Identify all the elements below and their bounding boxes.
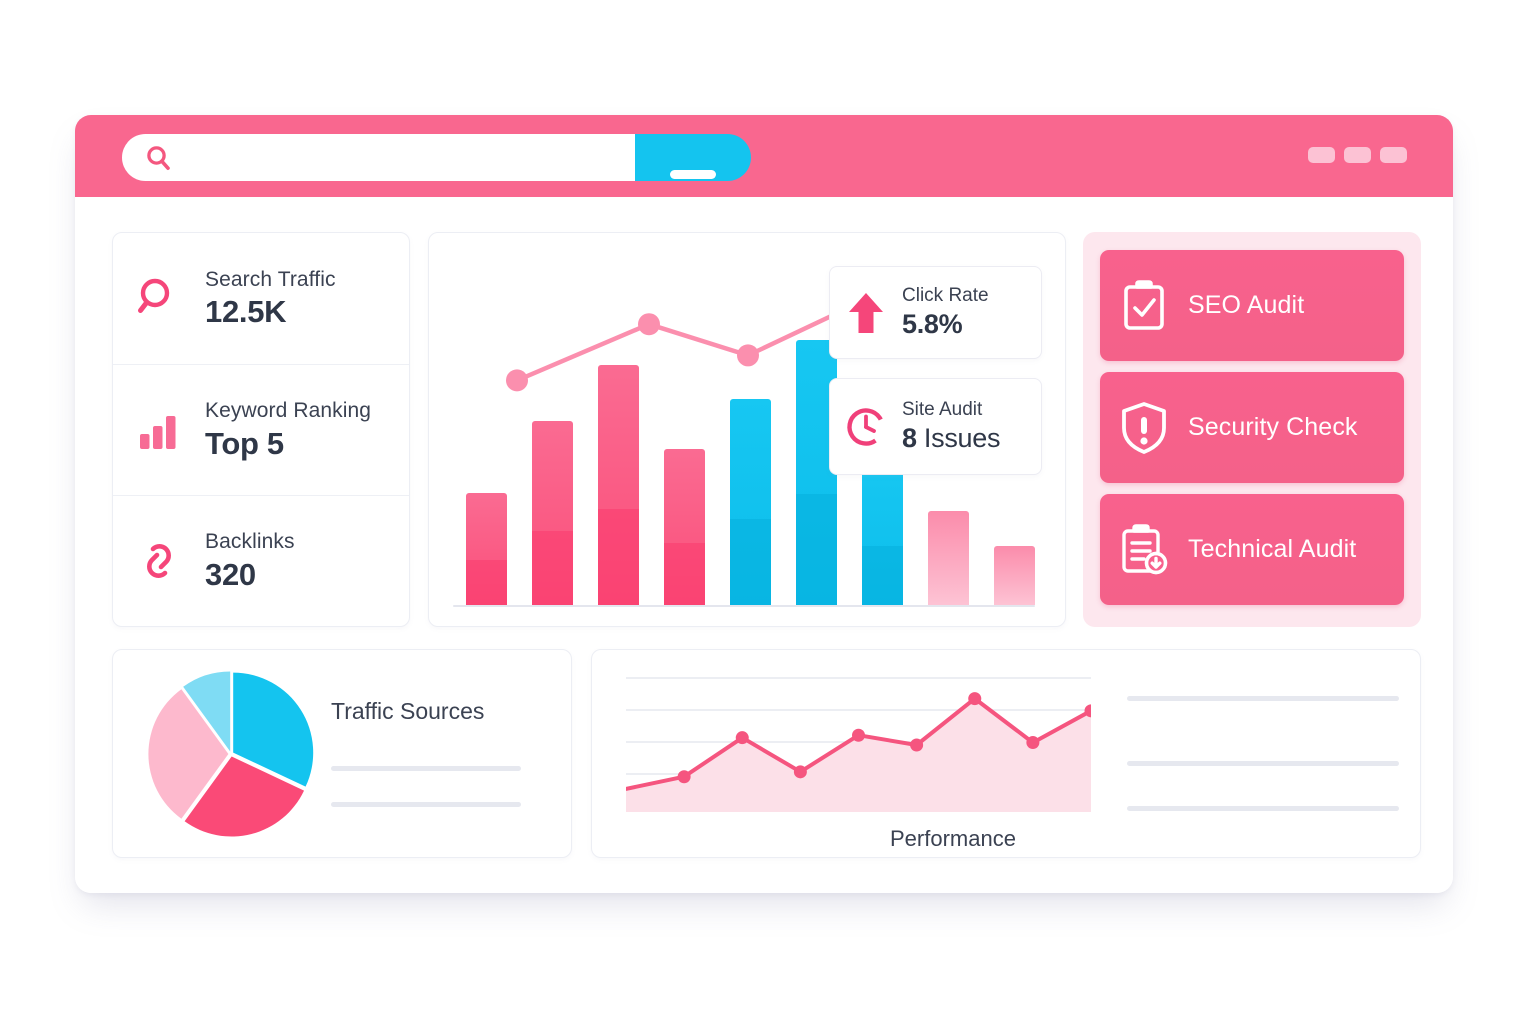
shield-alert-icon bbox=[1100, 400, 1188, 456]
performance-point bbox=[677, 770, 691, 784]
kpi-value: 320 bbox=[205, 556, 256, 592]
technical-audit-button[interactable]: Technical Audit bbox=[1100, 494, 1404, 605]
mini-label: Click Rate bbox=[902, 285, 989, 307]
placeholder-line bbox=[331, 802, 521, 807]
mini-value: 8 Issues bbox=[902, 422, 1000, 454]
bar bbox=[531, 420, 573, 605]
bar bbox=[861, 464, 903, 605]
minimize-button[interactable] bbox=[1308, 147, 1335, 163]
performance-card: Performance bbox=[591, 649, 1421, 858]
click-rate-card[interactable]: Click Rate 5.8% bbox=[829, 266, 1042, 359]
minus-bar-icon bbox=[670, 170, 716, 179]
traffic-sources-card: Traffic Sources bbox=[112, 649, 572, 858]
mini-value: 5.8% bbox=[902, 309, 963, 340]
search-bar[interactable] bbox=[122, 134, 751, 181]
bar bbox=[597, 364, 639, 605]
kpi-row-backlinks[interactable]: Backlinks 320 bbox=[113, 495, 409, 626]
performance-point bbox=[910, 738, 924, 752]
bar-chart bbox=[451, 255, 1045, 607]
bar bbox=[465, 492, 507, 605]
trend-point bbox=[737, 344, 759, 367]
clipboard-check-icon bbox=[1100, 279, 1188, 333]
bar-base-shade bbox=[465, 560, 507, 605]
kpi-value: Top 5 bbox=[205, 425, 284, 461]
close-button[interactable] bbox=[1380, 147, 1407, 163]
mini-value-number: 8 bbox=[902, 423, 917, 454]
window-controls[interactable] bbox=[1308, 147, 1407, 163]
bar-base-shade bbox=[663, 542, 705, 605]
kpi-row-keyword-ranking[interactable]: Keyword Ranking Top 5 bbox=[113, 364, 409, 495]
link-icon bbox=[113, 536, 205, 586]
chart-axis bbox=[453, 605, 1035, 607]
placeholder-line bbox=[1127, 806, 1399, 811]
bar-base-shade bbox=[597, 508, 639, 605]
performance-point bbox=[968, 692, 982, 706]
pie-chart-title: Traffic Sources bbox=[331, 698, 485, 724]
action-label: SEO Audit bbox=[1188, 291, 1305, 319]
mini-label: Site Audit bbox=[902, 399, 983, 421]
title-bar bbox=[75, 115, 1453, 197]
bar bbox=[795, 339, 837, 605]
magnifier-icon bbox=[113, 274, 205, 324]
security-check-button[interactable]: Security Check bbox=[1100, 372, 1404, 483]
clock-icon bbox=[830, 404, 902, 450]
bar bbox=[993, 545, 1035, 605]
area-fill bbox=[626, 698, 1091, 812]
kpi-label: Keyword Ranking bbox=[205, 399, 372, 423]
site-audit-card[interactable]: Site Audit 8 Issues bbox=[829, 378, 1042, 475]
performance-point bbox=[852, 728, 865, 742]
kpi-card: Search Traffic 12.5K Keyword Ranking bbox=[112, 232, 410, 627]
kpi-row-search-traffic[interactable]: Search Traffic 12.5K bbox=[113, 233, 409, 364]
trend-point bbox=[506, 369, 528, 392]
search-icon bbox=[144, 144, 174, 179]
pie-chart bbox=[148, 671, 314, 837]
bar bbox=[927, 511, 969, 605]
bar-base-shade bbox=[861, 546, 903, 605]
placeholder-line bbox=[1127, 761, 1399, 766]
clipboard-download-icon bbox=[1100, 522, 1188, 578]
search-submit-button[interactable] bbox=[635, 134, 751, 181]
performance-point bbox=[735, 731, 749, 745]
seo-audit-button[interactable]: SEO Audit bbox=[1100, 250, 1404, 361]
pie-slice bbox=[233, 672, 314, 787]
placeholder-line bbox=[1127, 696, 1399, 701]
bar bbox=[663, 449, 705, 605]
pie-slice bbox=[183, 671, 231, 752]
pie-slice bbox=[148, 689, 229, 819]
dashboard-body: Search Traffic 12.5K Keyword Ranking bbox=[75, 197, 1453, 893]
kpi-value: 12.5K bbox=[205, 294, 287, 330]
bar-base-shade bbox=[795, 493, 837, 605]
bar-base-shade bbox=[729, 518, 771, 605]
maximize-button[interactable] bbox=[1344, 147, 1371, 163]
kpi-label: Search Traffic bbox=[205, 267, 336, 291]
trend-point bbox=[638, 313, 660, 336]
bar-chart-card: Click Rate 5.8% Site Audit bbox=[428, 232, 1066, 627]
performance-chart-title: Performance bbox=[890, 826, 1016, 851]
search-input[interactable] bbox=[122, 134, 635, 181]
kpi-label: Backlinks bbox=[205, 530, 295, 554]
arrow-up-icon bbox=[830, 290, 902, 336]
placeholder-line bbox=[331, 766, 521, 771]
action-label: Security Check bbox=[1188, 413, 1358, 441]
performance-point bbox=[1084, 704, 1091, 718]
performance-point bbox=[1026, 736, 1040, 750]
performance-area-chart bbox=[626, 677, 1091, 812]
bar bbox=[729, 399, 771, 605]
app-window: Search Traffic 12.5K Keyword Ranking bbox=[75, 115, 1453, 893]
actions-panel: SEO Audit Security Check bbox=[1083, 232, 1421, 627]
bar-chart-icon bbox=[113, 408, 205, 452]
pie-slice bbox=[184, 756, 305, 837]
mini-value-unit: Issues bbox=[916, 423, 1001, 454]
bar-base-shade bbox=[531, 531, 573, 605]
performance-point bbox=[793, 765, 807, 779]
action-label: Technical Audit bbox=[1188, 535, 1357, 563]
